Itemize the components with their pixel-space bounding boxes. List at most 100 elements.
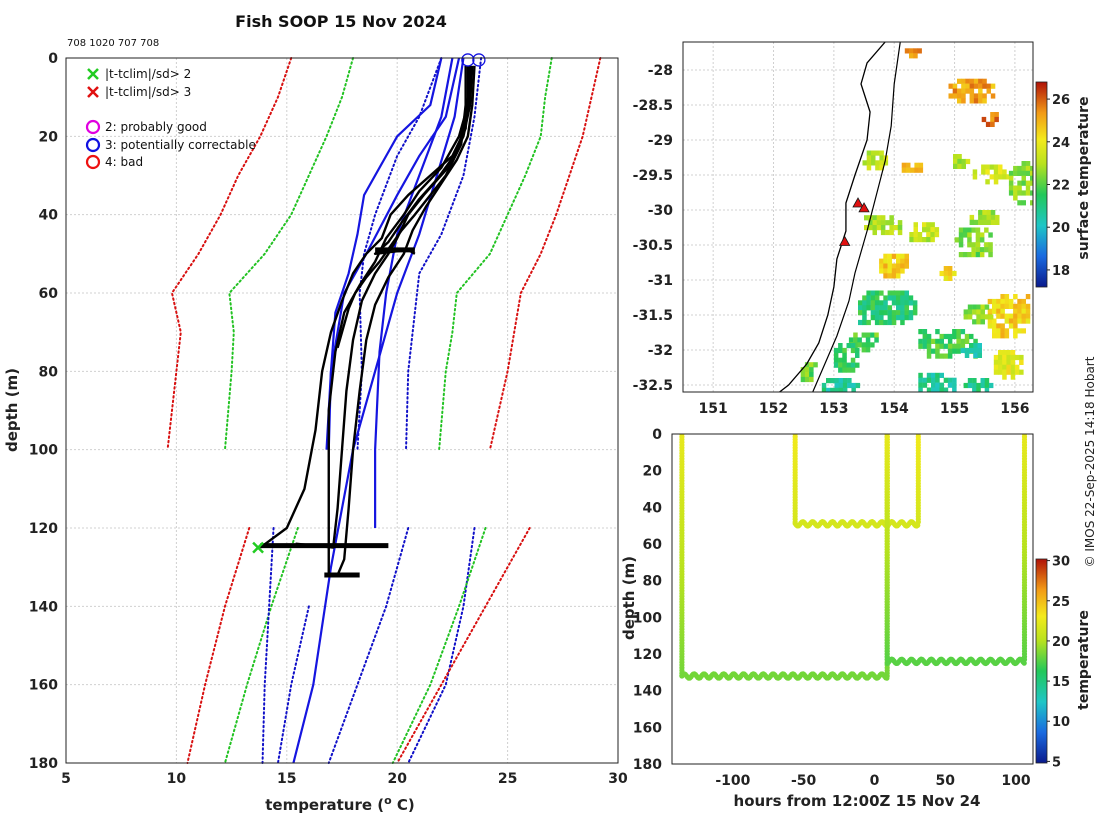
sst-cell bbox=[998, 174, 1003, 180]
sst-cell bbox=[1013, 165, 1018, 172]
sst-patch bbox=[904, 48, 922, 59]
sst-cell bbox=[930, 222, 935, 228]
temperature-colorbar bbox=[1035, 558, 1048, 764]
sst-cell bbox=[935, 377, 940, 383]
sst-cell bbox=[943, 270, 949, 277]
sst-cell bbox=[952, 329, 957, 335]
sst-cell bbox=[947, 275, 953, 281]
sst-cell bbox=[986, 88, 991, 94]
sst-cell bbox=[969, 78, 975, 84]
sst-cell bbox=[883, 268, 888, 274]
sst-cell bbox=[900, 305, 905, 311]
sst-cell bbox=[853, 337, 858, 343]
flag-circle-marker bbox=[472, 53, 486, 67]
sst-cell bbox=[931, 387, 936, 392]
sst-cell bbox=[931, 377, 936, 383]
sst-cell bbox=[1014, 364, 1020, 370]
lat-tick-label: -31.5 bbox=[633, 308, 673, 324]
sst-cell bbox=[800, 367, 806, 373]
sst-cell bbox=[994, 116, 999, 123]
sst-cell bbox=[857, 337, 862, 343]
sst-cell bbox=[893, 225, 899, 231]
reference-profile-line bbox=[292, 57, 465, 764]
lon-tick-label: 153 bbox=[819, 401, 848, 417]
x-tick-label: 10 bbox=[167, 771, 187, 787]
sst-cell bbox=[947, 333, 953, 340]
sst-cell bbox=[833, 347, 839, 354]
sst-patch bbox=[858, 290, 918, 326]
climatology-line bbox=[223, 527, 299, 764]
sst-cell bbox=[891, 300, 897, 306]
sst-cell bbox=[943, 387, 949, 392]
sst-cell bbox=[891, 310, 897, 316]
sst-cell bbox=[935, 348, 940, 354]
sst-cell bbox=[967, 304, 973, 310]
sst-cell bbox=[842, 387, 848, 392]
sst-cell bbox=[833, 352, 839, 358]
sst-cell bbox=[1013, 294, 1018, 300]
sst-cell bbox=[926, 338, 932, 344]
sst-patch bbox=[800, 362, 818, 383]
sst-cell bbox=[1017, 180, 1022, 186]
sst-cell bbox=[965, 88, 970, 94]
sst-cell bbox=[853, 332, 858, 338]
sst-cell bbox=[943, 266, 949, 272]
sst-cell bbox=[957, 163, 962, 169]
sst-cell bbox=[1013, 190, 1018, 196]
station-marker bbox=[839, 235, 851, 246]
sst-cell bbox=[963, 382, 969, 389]
sst-cell bbox=[975, 252, 981, 258]
sst-cell bbox=[874, 319, 880, 326]
sst-cell bbox=[1021, 180, 1026, 186]
sst-cell bbox=[1017, 328, 1022, 334]
reference-profile-line bbox=[325, 57, 461, 450]
sst-cell bbox=[883, 273, 888, 279]
sst-cell bbox=[975, 247, 981, 253]
colorbar-tick-label: 22 bbox=[1052, 179, 1070, 194]
profile-line bbox=[327, 65, 472, 577]
colorbar-tick-label: 20 bbox=[1052, 221, 1070, 236]
sst-patch bbox=[972, 164, 1011, 185]
sst-cell bbox=[850, 357, 856, 363]
sst-cell bbox=[947, 338, 953, 344]
sst-cell bbox=[1008, 180, 1014, 186]
sst-cell bbox=[992, 328, 997, 334]
x-tick-label: 30 bbox=[608, 771, 628, 787]
sst-cell bbox=[913, 222, 918, 228]
sst-cell bbox=[913, 237, 918, 243]
sst-cell bbox=[874, 337, 879, 343]
sst-cell bbox=[846, 367, 851, 373]
sst-cell bbox=[1002, 354, 1007, 361]
sst-cell bbox=[1021, 161, 1026, 167]
sst-cell bbox=[918, 167, 924, 173]
sst-cell bbox=[1000, 294, 1005, 300]
sst-cell bbox=[909, 232, 914, 238]
sst-cell bbox=[870, 290, 876, 296]
y-tick-label: 0 bbox=[48, 51, 58, 67]
sst-cell bbox=[943, 333, 949, 340]
sst-cell bbox=[926, 237, 931, 243]
sst-cell bbox=[858, 319, 863, 326]
sst-cell bbox=[901, 167, 907, 173]
sst-cell bbox=[939, 333, 944, 340]
sst-cell bbox=[973, 98, 979, 104]
temperature-colorbar-label: temperature bbox=[1076, 610, 1092, 710]
sst-cell bbox=[939, 338, 944, 344]
sst-cell bbox=[804, 372, 810, 378]
sst-cell bbox=[800, 372, 806, 378]
sst-cell bbox=[975, 242, 981, 248]
sst-cell bbox=[1019, 354, 1024, 361]
sst-cell bbox=[939, 353, 944, 359]
lon-tick-label: 152 bbox=[759, 401, 788, 417]
sst-cell bbox=[922, 377, 928, 383]
sst-cell bbox=[913, 232, 918, 238]
td-y-axis-label: depth (m) bbox=[620, 556, 638, 640]
sst-cell bbox=[978, 210, 983, 216]
sst-cell bbox=[871, 160, 876, 166]
x-axis-label: temperature (o C) bbox=[265, 794, 415, 814]
sst-cell bbox=[958, 227, 964, 233]
lat-tick-label: -29 bbox=[648, 133, 673, 149]
sst-cell bbox=[973, 78, 979, 84]
sst-cell bbox=[957, 154, 962, 160]
